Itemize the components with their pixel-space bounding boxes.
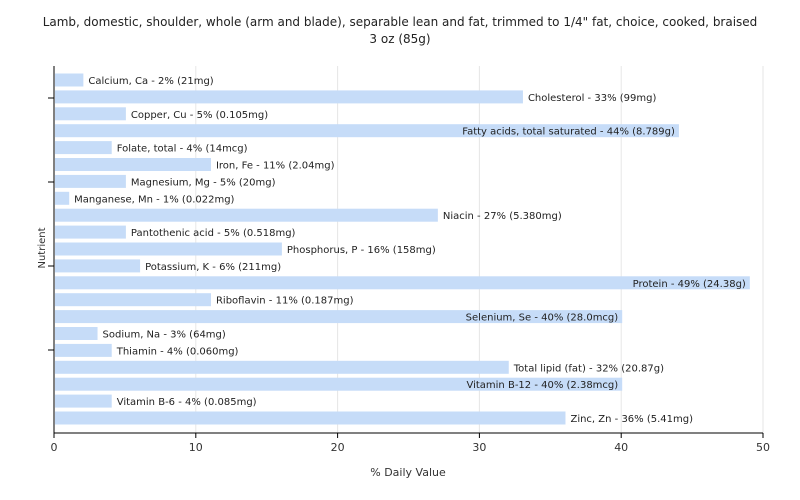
bar <box>55 377 623 391</box>
bar-label: Total lipid (fat) - 32% (20.87g) <box>513 363 664 374</box>
bar-label: Calcium, Ca - 2% (21mg) <box>88 76 213 87</box>
bar-label: Cholesterol - 33% (99mg) <box>528 93 657 104</box>
bar <box>55 191 70 205</box>
bar-label: Zinc, Zn - 36% (5.41mg) <box>570 414 693 425</box>
chart-title-line-1: Lamb, domestic, shoulder, whole (arm and… <box>42 15 758 29</box>
bar-label: Potassium, K - 6% (211mg) <box>145 262 281 273</box>
bar <box>55 259 141 273</box>
bar-label: Magnesium, Mg - 5% (20mg) <box>131 177 276 188</box>
bar-label: Protein - 49% (24.38g) <box>633 279 746 290</box>
bar <box>55 90 523 104</box>
bar-label: Copper, Cu - 5% (0.105mg) <box>131 110 268 121</box>
x-axis-title: % Daily Value <box>370 466 446 479</box>
bar-label: Fatty acids, total saturated - 44% (8.78… <box>462 127 675 138</box>
bar-label: Manganese, Mn - 1% (0.022mg) <box>74 194 234 205</box>
bar-label: Sodium, Na - 3% (64mg) <box>103 330 226 341</box>
bar-label: Riboflavin - 11% (0.187mg) <box>216 296 354 307</box>
bar-label: Niacin - 27% (5.380mg) <box>443 211 562 222</box>
bar <box>55 107 126 121</box>
x-tick-label: 40 <box>614 441 628 454</box>
bar <box>55 310 623 324</box>
bars: Calcium, Ca - 2% (21mg) Cholesterol - 33%… <box>55 73 750 425</box>
bar-label: Phosphorus, P - 16% (158mg) <box>287 245 436 256</box>
x-tick-label: 0 <box>51 441 58 454</box>
x-tick-label: 50 <box>756 441 770 454</box>
bar-label: Vitamin B-6 - 4% (0.085mg) <box>117 397 257 408</box>
bar <box>55 225 126 239</box>
bar <box>55 124 679 138</box>
x-tick-label: 20 <box>331 441 345 454</box>
chart-title-line-2: 3 oz (85g) <box>369 32 431 46</box>
bar-label: Selenium, Se - 40% (28.0mcg) <box>466 313 619 324</box>
bar-label: Iron, Fe - 11% (2.04mg) <box>216 161 335 172</box>
bar <box>55 343 112 357</box>
bar-label: Thiamin - 4% (0.060mg) <box>116 346 239 357</box>
bar <box>55 158 211 171</box>
bar <box>55 73 84 87</box>
bar <box>55 293 211 307</box>
chart-title: Lamb, domestic, shoulder, whole (arm and… <box>0 14 800 48</box>
bar <box>55 242 282 256</box>
bar <box>55 360 509 374</box>
bar <box>55 411 566 425</box>
bar <box>55 394 112 408</box>
bar-label: Folate, total - 4% (14mcg) <box>117 144 248 155</box>
y-axis-title: Nutrient <box>37 227 48 268</box>
x-tick-label: 10 <box>189 441 203 454</box>
axes: 0 10 20 30 40 50 <box>48 66 770 454</box>
bar <box>55 174 126 188</box>
bar-label: Pantothenic acid - 5% (0.518mg) <box>131 228 296 239</box>
bar <box>55 141 112 155</box>
bar <box>55 276 750 290</box>
bar-label: Vitamin B-12 - 40% (2.38mcg) <box>466 380 618 391</box>
bar <box>55 327 98 340</box>
bar <box>55 208 438 222</box>
x-tick-label: 30 <box>472 441 486 454</box>
